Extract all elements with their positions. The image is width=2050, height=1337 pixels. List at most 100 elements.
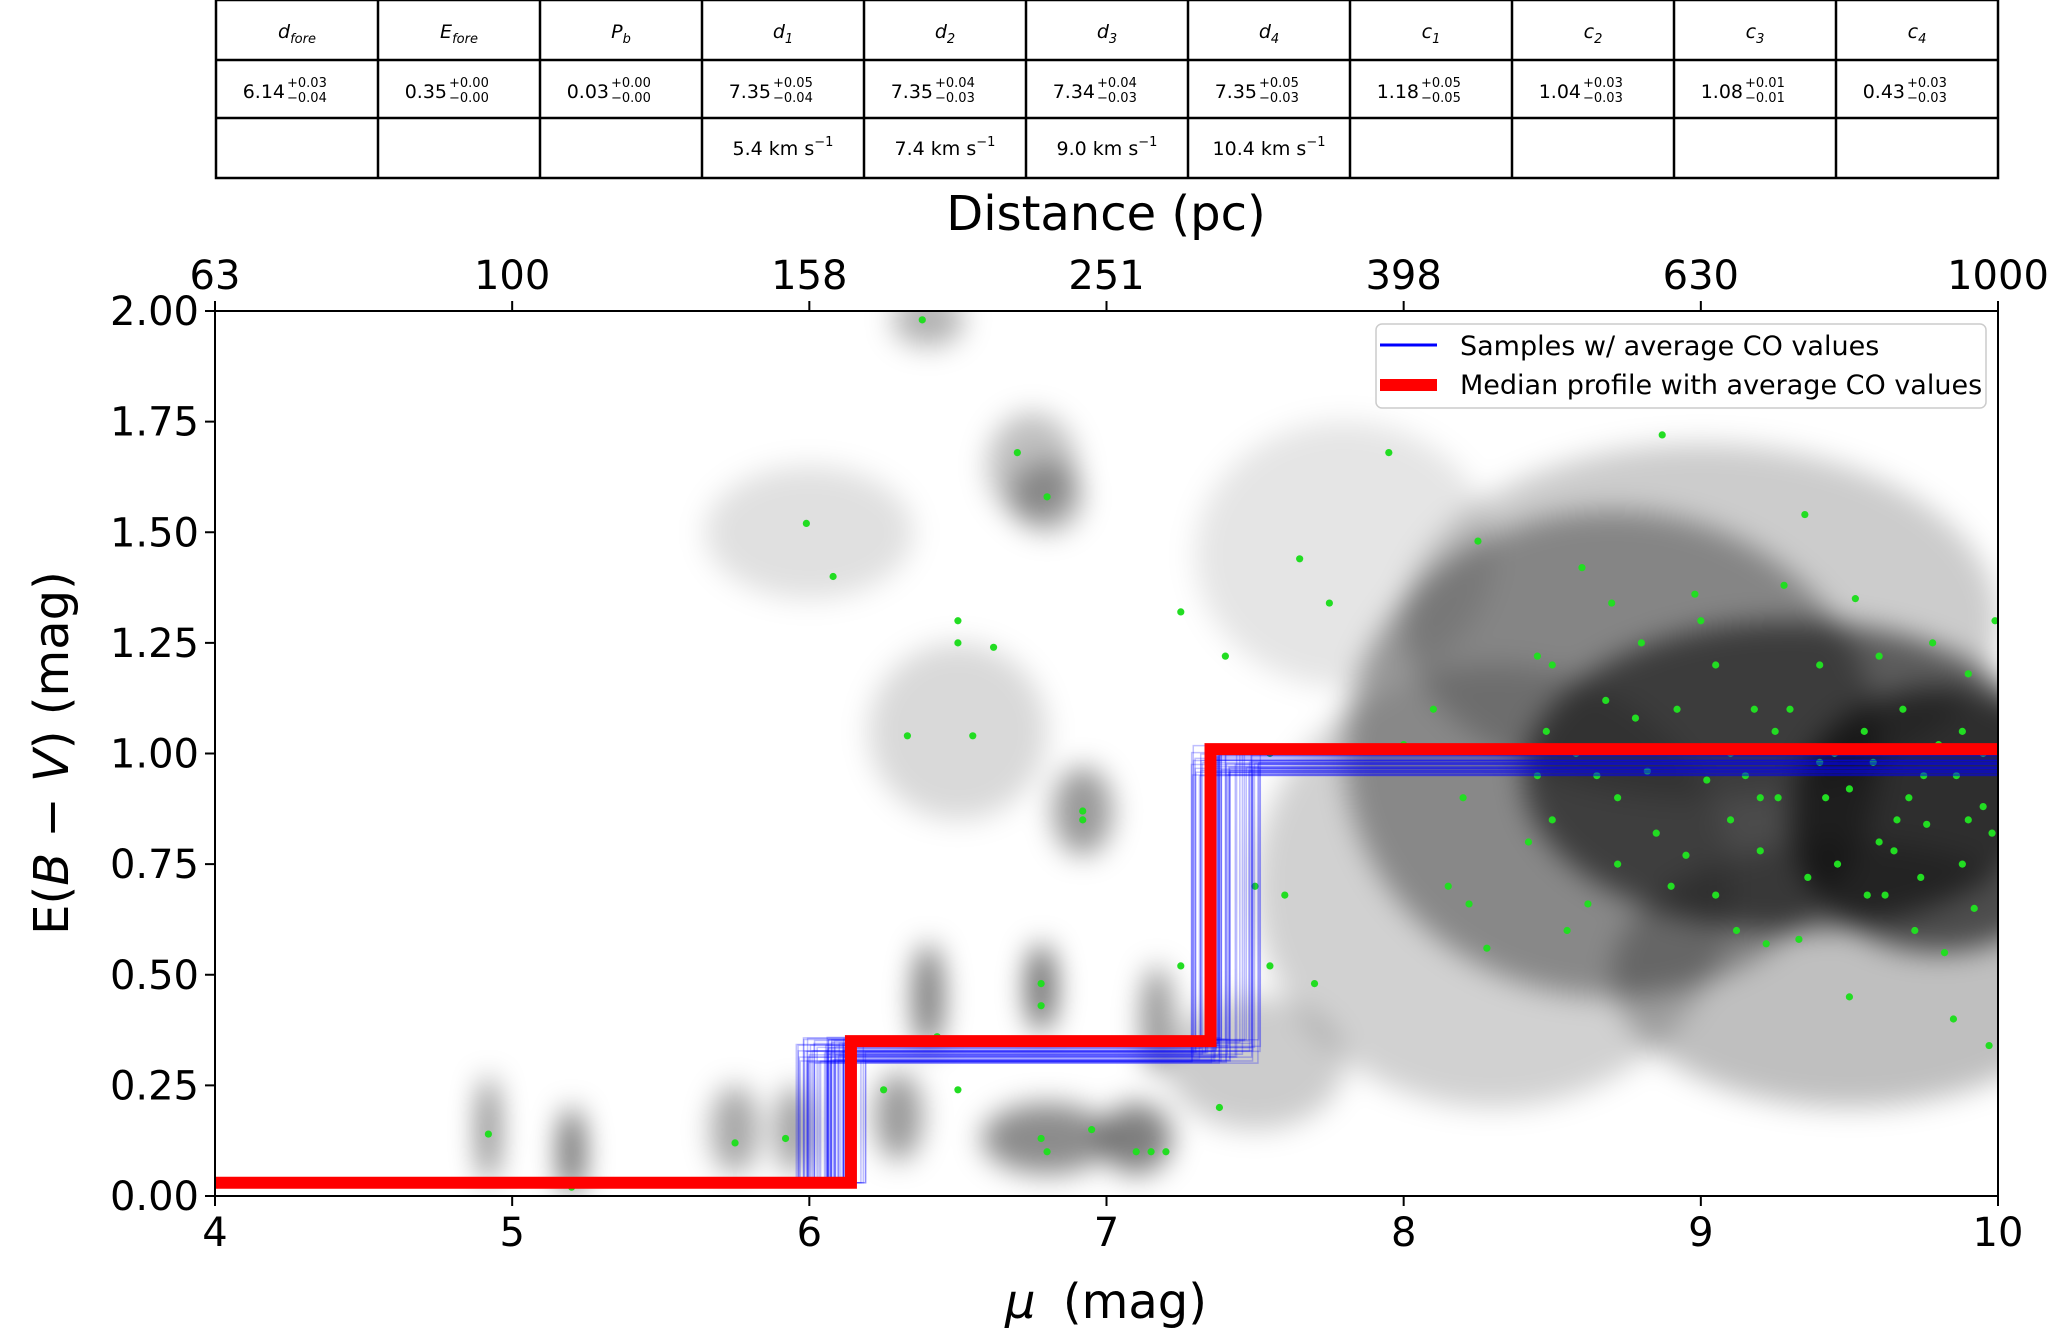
star-point: [1804, 873, 1812, 882]
table-value: 1.08: [1701, 81, 1743, 103]
table-value: 7.35: [1215, 81, 1257, 103]
star-point: [1037, 980, 1045, 988]
star-point: [1958, 727, 1966, 735]
density-blob: [1611, 842, 1998, 1108]
x-tick-label: 9: [1688, 1210, 1713, 1256]
table-header-d-3: d3: [1097, 21, 1117, 47]
star-point: [1162, 1148, 1170, 1156]
star-point: [1691, 590, 1699, 598]
star-point: [1712, 661, 1720, 669]
median-profile: [215, 743, 1998, 1189]
legend-samples-label: Samples w/ average CO values: [1460, 331, 1879, 362]
table-value: 0.35: [405, 81, 447, 103]
star-point: [1964, 816, 1972, 824]
table-value: 7.35: [729, 81, 771, 103]
star-point: [1637, 639, 1645, 647]
star-point: [1741, 772, 1750, 780]
table-value: 6.14: [243, 81, 285, 103]
table-velocity: 10.4 km s−1: [1213, 135, 1326, 160]
star-point: [1652, 829, 1660, 837]
star-point: [903, 732, 911, 740]
star-point: [1533, 652, 1541, 660]
star-point: [1643, 767, 1651, 775]
star-point: [484, 1130, 492, 1138]
table-value-lower-error: −0.03: [1259, 91, 1299, 106]
star-point: [1786, 705, 1794, 713]
table-value: 1.18: [1377, 81, 1419, 103]
star-point: [1548, 661, 1556, 669]
star-point: [1875, 838, 1883, 846]
star-point: [1542, 727, 1550, 735]
y-axis-title-v: V: [24, 746, 80, 782]
star-point: [1147, 1148, 1155, 1156]
table-value-lower-error: −0.05: [1421, 91, 1461, 106]
star-point: [1929, 639, 1937, 647]
star-point: [1881, 891, 1889, 899]
star-point: [880, 1086, 888, 1094]
star-point: [1251, 882, 1259, 890]
star-point: [1614, 860, 1622, 868]
star-point: [1079, 807, 1087, 815]
star-point: [1608, 599, 1616, 607]
star-point: [1890, 847, 1898, 855]
star-point: [829, 572, 837, 581]
table-header-E-fore: Efore: [440, 21, 478, 47]
density-blob: [913, 943, 944, 1050]
y-axis-title-minus: −: [24, 782, 80, 853]
star-point: [731, 1139, 739, 1147]
star-point: [1911, 926, 1919, 935]
star-point: [1465, 900, 1473, 908]
star-point: [1940, 949, 1949, 957]
star-point: [1474, 537, 1482, 545]
table-header-d-1: d1: [773, 21, 793, 47]
y-axis-title-prefix: E(: [24, 886, 80, 935]
x-tick-label: 10: [1973, 1210, 2024, 1256]
star-point: [1869, 758, 1877, 766]
star-point: [1296, 555, 1304, 563]
x-axis-symbol: μ: [1004, 1274, 1036, 1330]
table-value-lower-error: −0.01: [1745, 91, 1785, 106]
star-point: [1013, 449, 1021, 457]
table-value: 0.03: [567, 81, 609, 103]
y-tick-label: 0.50: [110, 953, 199, 999]
star-point: [1860, 727, 1868, 735]
star-point: [1988, 829, 1996, 837]
table-velocity: 5.4 km s−1: [733, 135, 834, 160]
table-header-d-fore: dfore: [278, 21, 316, 47]
legend: Samples w/ average CO values Median prof…: [1375, 323, 1987, 409]
top-tick-label: 398: [1365, 253, 1441, 299]
star-point: [1444, 882, 1452, 890]
star-point: [1602, 696, 1610, 705]
table-value-lower-error: −0.04: [773, 91, 813, 106]
density-blob: [479, 1076, 498, 1183]
star-point: [1979, 803, 1987, 811]
table-value-upper-error: +0.03: [1583, 76, 1623, 91]
density-blob: [711, 1085, 759, 1174]
density-blob: [776, 1085, 813, 1174]
star-point: [1756, 847, 1764, 855]
star-point: [1673, 705, 1681, 713]
star-point: [1667, 882, 1675, 890]
table-value-lower-error: −0.03: [935, 91, 975, 106]
star-point: [1816, 758, 1824, 766]
table-value-lower-error: −0.03: [1907, 91, 1947, 106]
star-point: [1726, 816, 1735, 824]
table-value-upper-error: +0.05: [773, 76, 813, 91]
star-point: [1756, 794, 1764, 802]
star-point: [1958, 860, 1966, 868]
star-point: [1631, 714, 1640, 722]
legend-box: [1375, 323, 1987, 409]
star-point: [1385, 449, 1393, 457]
star-point: [1732, 926, 1741, 935]
table-velocity: 9.0 km s−1: [1057, 135, 1158, 160]
star-point: [989, 643, 998, 651]
legend-median-label: Median profile with average CO values: [1460, 370, 1982, 401]
y-axis-title: E(B − V) (mag): [24, 571, 80, 935]
star-point: [1917, 873, 1925, 882]
y-tick-label: 1.50: [110, 510, 199, 556]
x-tick-label: 7: [1094, 1210, 1119, 1256]
table-header-P-b: Pb: [611, 21, 631, 47]
y-tick-label: 0.25: [110, 1063, 199, 1109]
star-point: [1310, 980, 1319, 988]
